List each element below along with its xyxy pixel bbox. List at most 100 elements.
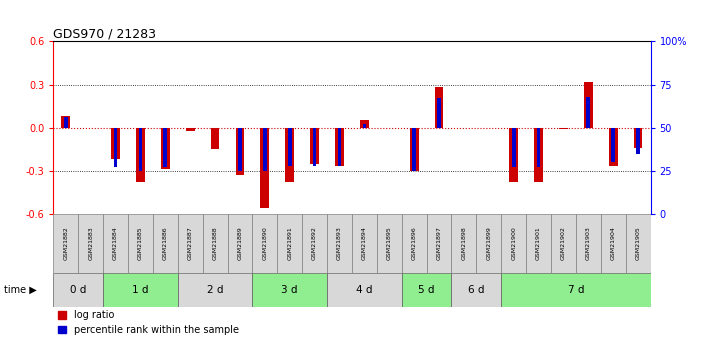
Bar bbox=[277, 214, 302, 273]
Text: GSM21886: GSM21886 bbox=[163, 226, 168, 260]
Bar bbox=[626, 214, 651, 273]
Bar bbox=[634, 128, 643, 148]
Bar bbox=[526, 214, 551, 273]
Bar bbox=[235, 128, 245, 175]
Text: 4 d: 4 d bbox=[356, 285, 373, 295]
Bar bbox=[53, 214, 78, 273]
Bar bbox=[576, 214, 601, 273]
Text: GDS970 / 21283: GDS970 / 21283 bbox=[53, 27, 156, 40]
Bar bbox=[352, 214, 377, 273]
Text: GSM21898: GSM21898 bbox=[461, 226, 466, 260]
Text: 6 d: 6 d bbox=[468, 285, 485, 295]
Text: GSM21888: GSM21888 bbox=[213, 226, 218, 260]
Text: GSM21887: GSM21887 bbox=[188, 226, 193, 260]
Text: GSM21882: GSM21882 bbox=[63, 226, 68, 260]
Text: GSM21905: GSM21905 bbox=[636, 226, 641, 260]
Bar bbox=[288, 128, 292, 166]
Text: time ▶: time ▶ bbox=[4, 285, 36, 295]
Bar bbox=[260, 128, 269, 208]
Bar bbox=[64, 117, 68, 128]
Bar bbox=[139, 128, 142, 171]
Text: GSM21885: GSM21885 bbox=[138, 226, 143, 260]
Text: 0 d: 0 d bbox=[70, 285, 87, 295]
Text: GSM21893: GSM21893 bbox=[337, 226, 342, 260]
Bar bbox=[437, 98, 441, 128]
Bar bbox=[451, 214, 476, 273]
Text: GSM21883: GSM21883 bbox=[88, 226, 93, 260]
Text: GSM21894: GSM21894 bbox=[362, 226, 367, 260]
Bar bbox=[327, 273, 402, 307]
Bar bbox=[335, 128, 344, 166]
Bar bbox=[228, 214, 252, 273]
Bar bbox=[377, 214, 402, 273]
Bar bbox=[178, 214, 203, 273]
Bar bbox=[476, 214, 501, 273]
Text: GSM21904: GSM21904 bbox=[611, 226, 616, 260]
Text: GSM21890: GSM21890 bbox=[262, 226, 267, 260]
Bar bbox=[410, 128, 419, 171]
Bar bbox=[103, 273, 178, 307]
Text: 3 d: 3 d bbox=[282, 285, 298, 295]
Bar bbox=[534, 128, 543, 182]
Bar bbox=[338, 128, 341, 166]
Bar bbox=[587, 97, 590, 128]
Bar bbox=[263, 128, 267, 171]
Text: GSM21884: GSM21884 bbox=[113, 226, 118, 260]
Bar bbox=[78, 214, 103, 273]
Bar bbox=[501, 273, 651, 307]
Bar bbox=[153, 214, 178, 273]
Bar bbox=[128, 214, 153, 273]
Text: GSM21889: GSM21889 bbox=[237, 226, 242, 260]
Bar bbox=[509, 128, 518, 182]
Bar bbox=[537, 128, 540, 167]
Legend: log ratio, percentile rank within the sample: log ratio, percentile rank within the sa… bbox=[58, 310, 239, 335]
Text: GSM21897: GSM21897 bbox=[437, 226, 442, 260]
Text: GSM21901: GSM21901 bbox=[536, 226, 541, 260]
Bar bbox=[636, 128, 640, 154]
Bar bbox=[559, 128, 568, 129]
Bar bbox=[434, 87, 444, 128]
Bar bbox=[427, 214, 451, 273]
Text: 1 d: 1 d bbox=[132, 285, 149, 295]
Bar bbox=[360, 120, 369, 128]
Bar bbox=[164, 128, 167, 167]
Bar bbox=[327, 214, 352, 273]
Bar bbox=[252, 273, 327, 307]
Text: GSM21896: GSM21896 bbox=[412, 226, 417, 260]
Bar bbox=[285, 128, 294, 182]
Bar bbox=[61, 116, 70, 128]
Bar bbox=[178, 273, 252, 307]
Text: 7 d: 7 d bbox=[567, 285, 584, 295]
Text: GSM21900: GSM21900 bbox=[511, 226, 516, 260]
Text: 2 d: 2 d bbox=[207, 285, 223, 295]
Bar bbox=[161, 128, 170, 169]
Bar bbox=[451, 273, 501, 307]
Bar bbox=[402, 273, 451, 307]
Bar bbox=[103, 214, 128, 273]
Bar bbox=[611, 128, 615, 162]
Bar bbox=[512, 128, 515, 167]
Bar bbox=[412, 128, 416, 171]
Text: 5 d: 5 d bbox=[418, 285, 435, 295]
Bar bbox=[111, 128, 120, 159]
Bar bbox=[136, 128, 145, 182]
Bar bbox=[238, 128, 242, 171]
Text: GSM21895: GSM21895 bbox=[387, 226, 392, 260]
Bar bbox=[609, 128, 618, 166]
Bar bbox=[310, 128, 319, 164]
Bar bbox=[584, 82, 593, 128]
Bar bbox=[186, 128, 195, 130]
Bar bbox=[551, 214, 576, 273]
Bar bbox=[302, 214, 327, 273]
Bar bbox=[402, 214, 427, 273]
Bar bbox=[501, 214, 526, 273]
Bar bbox=[114, 128, 117, 167]
Text: GSM21902: GSM21902 bbox=[561, 226, 566, 260]
Bar bbox=[601, 214, 626, 273]
Text: GSM21891: GSM21891 bbox=[287, 226, 292, 260]
Bar bbox=[210, 128, 220, 149]
Bar bbox=[313, 128, 316, 166]
Text: GSM21899: GSM21899 bbox=[486, 226, 491, 260]
Bar bbox=[203, 214, 228, 273]
Text: GSM21903: GSM21903 bbox=[586, 226, 591, 260]
